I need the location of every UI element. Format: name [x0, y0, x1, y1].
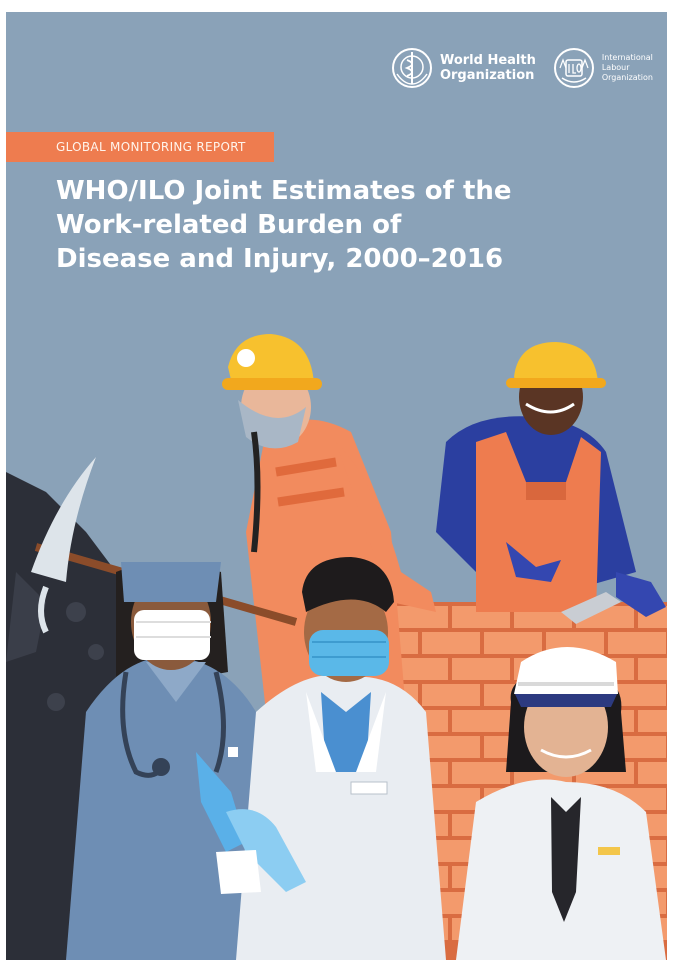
- report-cover: World Health Organization International …: [6, 12, 667, 960]
- ilo-name-line3: Organization: [601, 73, 653, 82]
- title-line2: Work-related Burden of: [56, 210, 402, 240]
- partner-logos: World Health Organization International …: [390, 42, 653, 94]
- doctor: [216, 557, 446, 960]
- who-name-line1: World Health: [439, 53, 536, 68]
- ilo-name: International Labour Organization: [602, 53, 653, 83]
- who-name: World Health Organization: [440, 53, 536, 83]
- report-title: WHO/ILO Joint Estimates of the Work-rela…: [56, 174, 616, 276]
- who-emblem-icon: [391, 48, 432, 88]
- title-line3: Disease and Injury, 2000–2016: [56, 244, 504, 274]
- ilo-logo: International Labour Organization: [552, 46, 653, 90]
- report-type-label: GLOBAL MONITORING REPORT: [6, 132, 274, 162]
- who-name-line2: Organization: [439, 68, 535, 83]
- title-line1: WHO/ILO Joint Estimates of the: [56, 176, 512, 206]
- ilo-emblem-icon: [553, 48, 594, 88]
- officer: [456, 647, 666, 960]
- ilo-name-line1: International: [601, 53, 653, 62]
- ilo-name-line2: Labour: [601, 63, 630, 72]
- workers-illustration: [6, 334, 667, 960]
- construction-worker: [436, 342, 666, 624]
- who-logo: World Health Organization: [390, 46, 536, 90]
